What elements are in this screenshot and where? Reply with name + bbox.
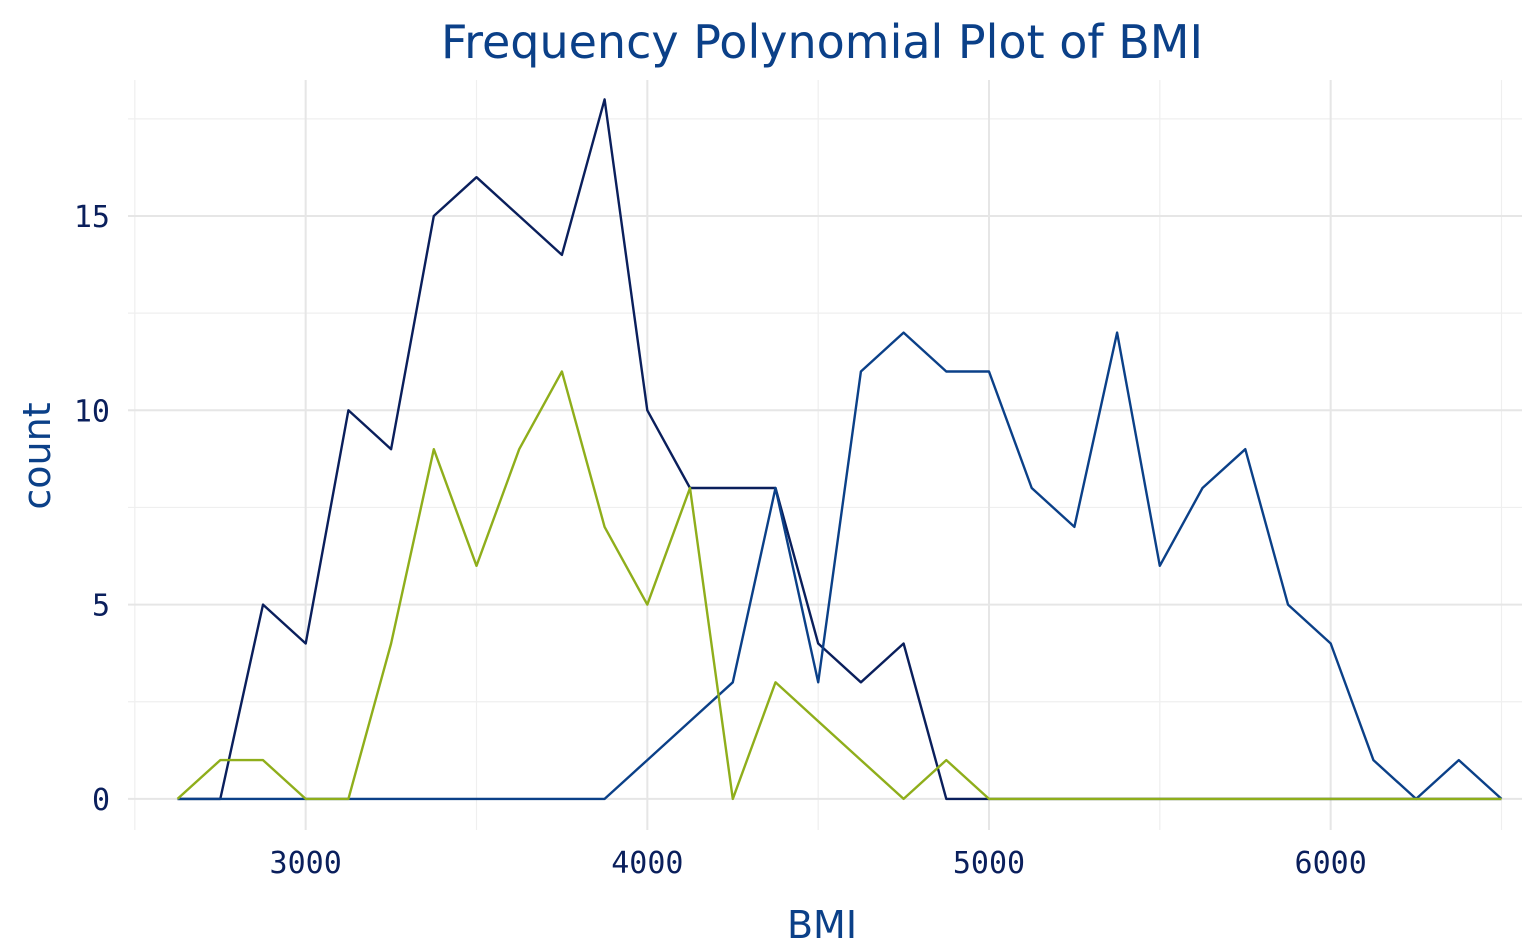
x-tick-label: 4000 bbox=[611, 846, 683, 881]
y-tick-label: 10 bbox=[74, 394, 110, 429]
y-tick-label: 15 bbox=[74, 200, 110, 235]
grid bbox=[128, 80, 1522, 830]
y-axis-ticks: 0 5 10 15 bbox=[74, 200, 110, 818]
x-tick-label: 3000 bbox=[270, 846, 342, 881]
series-line-3 bbox=[176, 370, 1502, 801]
y-tick-label: 5 bbox=[92, 589, 110, 624]
series-line-2 bbox=[177, 331, 1503, 801]
series-layer bbox=[176, 98, 1503, 801]
x-tick-label: 5000 bbox=[953, 846, 1025, 881]
x-axis-title: BMI bbox=[787, 903, 857, 947]
y-axis-title: count bbox=[15, 402, 59, 509]
y-tick-label: 0 bbox=[92, 783, 110, 818]
chart-title: Frequency Polynomial Plot of BMI bbox=[441, 15, 1203, 69]
x-axis-ticks: 3000 4000 5000 6000 bbox=[270, 846, 1367, 881]
x-tick-label: 6000 bbox=[1295, 846, 1367, 881]
